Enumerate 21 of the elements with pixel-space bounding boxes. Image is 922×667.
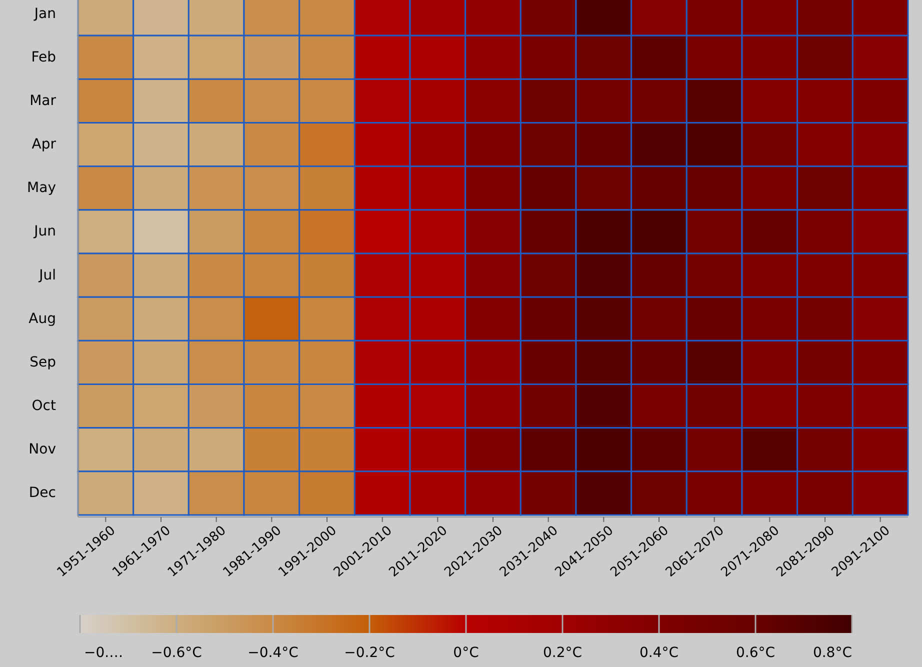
- color-bar-label: 0.4°C: [639, 645, 679, 661]
- color-bar-label: −0.…: [84, 645, 124, 661]
- color-bar-label: 0°C: [453, 645, 480, 661]
- y-tick-label: Aug: [28, 310, 56, 327]
- y-tick-label: Dec: [28, 485, 56, 502]
- y-tick-label: Apr: [32, 136, 56, 153]
- y-tick-label: May: [27, 180, 56, 196]
- color-bar-label: −0.2°C: [344, 645, 396, 661]
- y-tick-label: Feb: [31, 49, 56, 66]
- y-tick-label: Jan: [33, 6, 56, 22]
- y-tick-label: Sep: [30, 354, 56, 370]
- y-tick-label: Jun: [33, 224, 56, 240]
- color-bar-label: 0.2°C: [542, 645, 582, 661]
- color-bar-label: 0.8°C: [812, 645, 852, 661]
- y-tick-label: Oct: [32, 398, 56, 414]
- color-bar-label: 0.6°C: [736, 645, 776, 661]
- y-tick-label: Nov: [28, 442, 56, 458]
- y-tick-label: Mar: [30, 92, 56, 109]
- y-tick-label: Jul: [38, 267, 56, 284]
- color-bar-label: −0.6°C: [151, 645, 202, 661]
- color-bar-label: −0.4°C: [248, 645, 299, 661]
